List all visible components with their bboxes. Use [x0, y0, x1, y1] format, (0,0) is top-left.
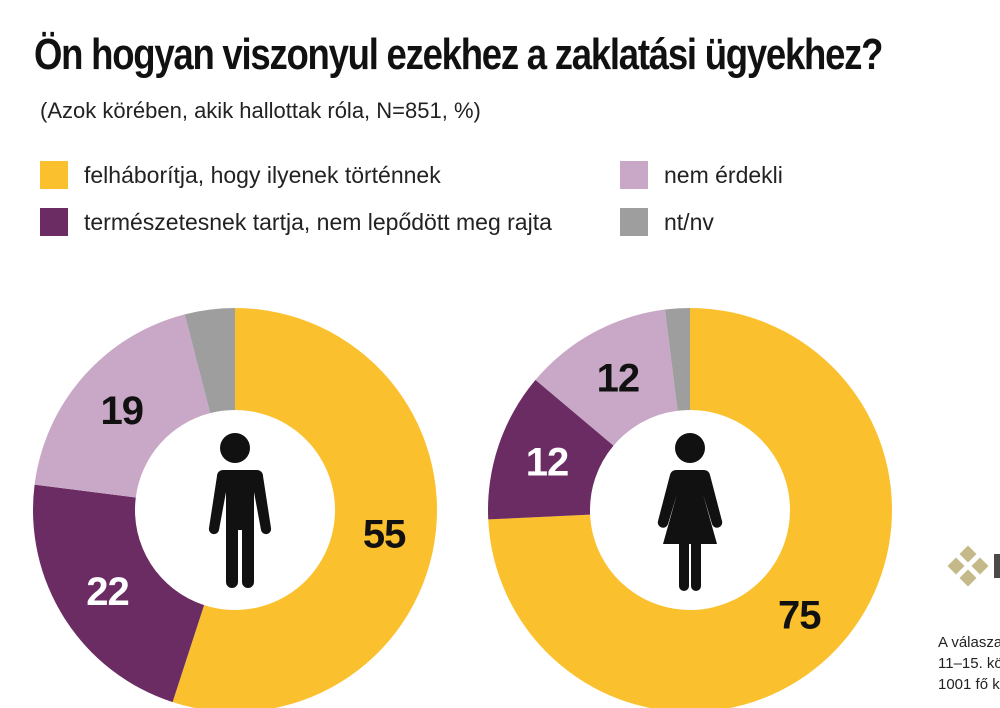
chart-title: Ön hogyan viszonyul ezekhez a zaklatási …	[34, 30, 883, 79]
footnote-line-3: 1001 fő k	[938, 676, 1000, 693]
legend-swatch-no-answer	[620, 208, 648, 236]
donut-slice-no-answer	[184, 308, 235, 414]
legend-swatch-not-interested	[620, 161, 648, 189]
legend-item-not-interested: nem érdekli	[620, 161, 783, 189]
legend-label-no-answer: nt/nv	[664, 208, 714, 235]
footnote-line-2: 11–15. kö	[938, 655, 1000, 672]
footnote: A válaszad 11–15. kö 1001 fő k	[938, 632, 1000, 695]
male-figure-icon	[208, 433, 272, 588]
legend-item-not-surprised: természetesnek tartja, nem lepődött meg …	[40, 208, 552, 236]
legend-swatch-outraged	[40, 161, 68, 189]
chart-subtitle: (Azok körében, akik hallottak róla, N=85…	[40, 98, 481, 123]
legend-label-outraged: felháborítja, hogy ilyenek történnek	[84, 161, 441, 188]
footnote-line-1: A válaszad	[938, 634, 1000, 651]
donut-chart-women: 75 12 12	[488, 308, 892, 708]
logo-mark-icon	[947, 545, 1000, 587]
legend-swatch-not-surprised	[40, 208, 68, 236]
slice-label-not-interested: 19	[100, 389, 143, 433]
legend-item-outraged: felháborítja, hogy ilyenek történnek	[40, 161, 441, 189]
logo	[940, 540, 1000, 600]
donut-slice-not-surprised	[488, 379, 614, 520]
legend-label-not-interested: nem érdekli	[664, 161, 783, 188]
donut-slice-outraged	[172, 308, 437, 708]
slice-label-outraged: 55	[363, 513, 406, 557]
donut-slice-not-interested	[34, 314, 211, 498]
slice-label-outraged: 75	[778, 593, 821, 637]
donut-slice-outraged	[488, 308, 892, 708]
donut-slice-not-surprised	[32, 484, 205, 703]
slice-label-not-interested: 12	[597, 356, 640, 400]
donut-slice-no-answer	[664, 308, 690, 411]
female-figure-icon	[657, 433, 723, 591]
legend-item-no-answer: nt/nv	[620, 208, 714, 236]
slice-label-not-surprised: 12	[526, 441, 569, 485]
legend-label-not-surprised: természetesnek tartja, nem lepődött meg …	[84, 208, 552, 235]
donut-slice-not-interested	[535, 309, 678, 446]
donut-chart-men: 55 22 19	[32, 308, 437, 708]
slice-label-not-surprised: 22	[86, 570, 129, 614]
